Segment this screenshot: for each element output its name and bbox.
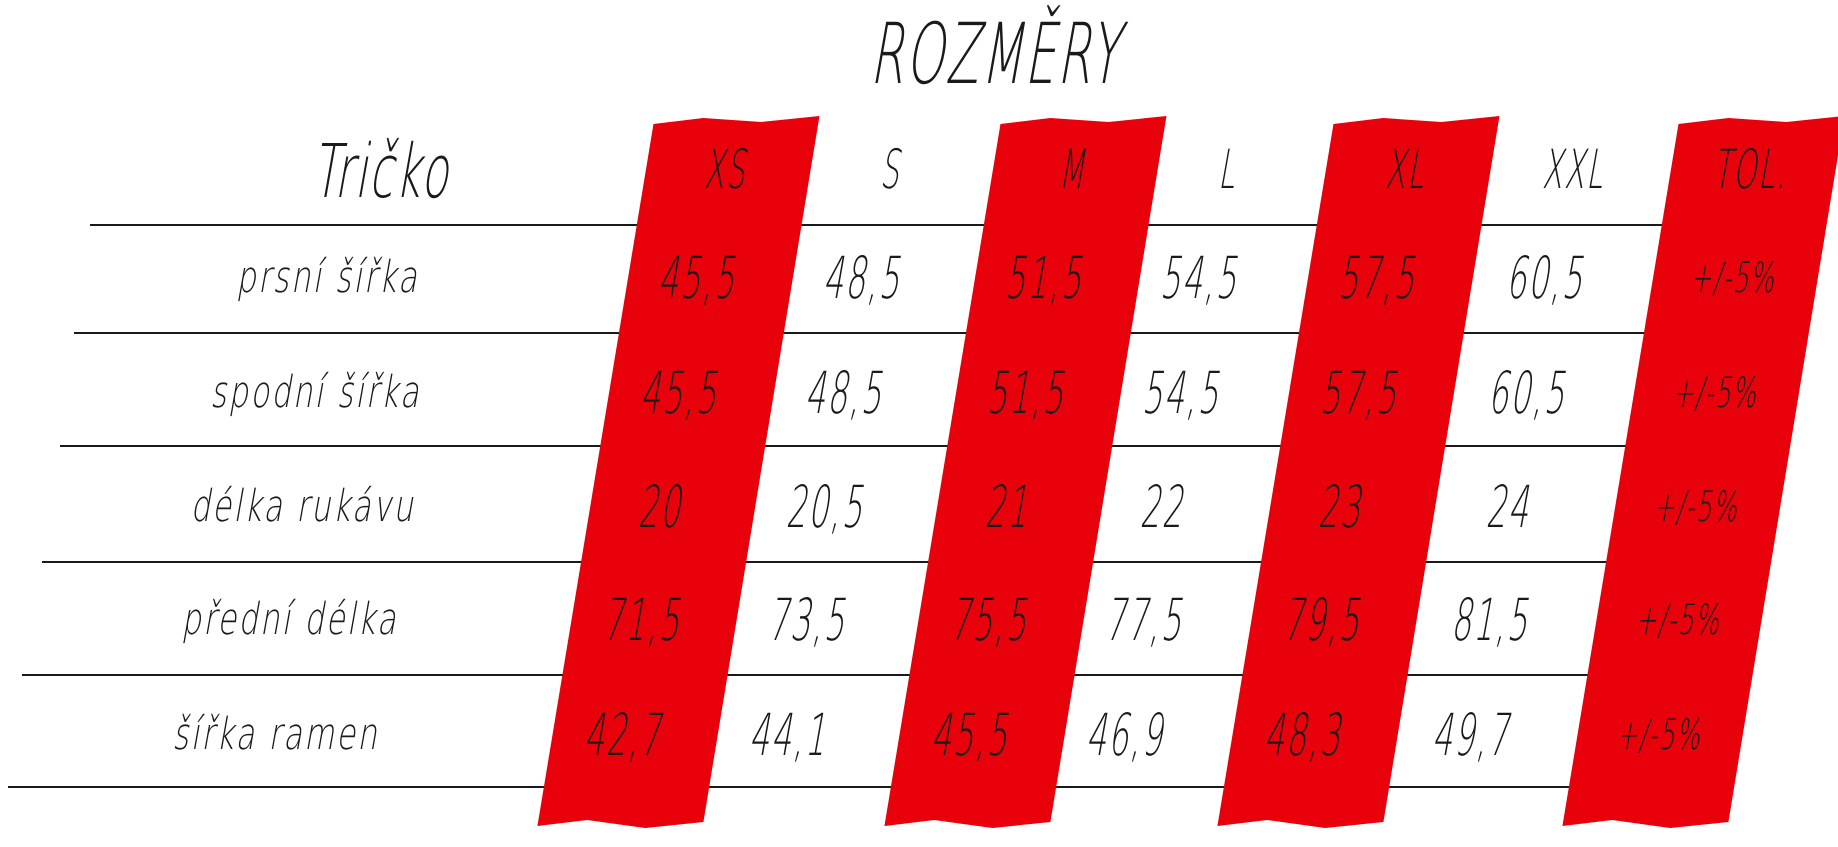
value-cell: 54,5 — [1157, 244, 1248, 312]
value-cell: 45,5 — [636, 359, 727, 427]
highlight-band — [1217, 116, 1500, 828]
value-cell: 54,5 — [1138, 359, 1229, 427]
value-cell: 48,5 — [801, 359, 892, 427]
value-cell: 73,5 — [764, 586, 855, 654]
value-cell: 51,5 — [983, 359, 1074, 427]
value-cell: 46,9 — [1083, 701, 1173, 769]
value-cell: 49,7 — [1429, 701, 1519, 769]
tolerance-cell: +/-5% — [1614, 710, 1708, 759]
value-cell: 20,5 — [783, 473, 873, 541]
value-cell: 42,7 — [581, 701, 671, 769]
tolerance-cell: +/-5% — [1688, 253, 1783, 302]
value-cell: 44,1 — [746, 701, 836, 769]
product-title: Tričko — [308, 129, 462, 215]
page-title: ROZMĚRY — [865, 5, 1135, 103]
row-label: délka rukávu — [188, 481, 422, 532]
value-cell: 60,5 — [1503, 244, 1594, 312]
highlight-band — [884, 116, 1167, 828]
value-cell: 79,5 — [1279, 586, 1370, 654]
tolerance-cell: +/-5% — [1651, 482, 1745, 531]
tolerance-cell: +/-5% — [1670, 368, 1764, 417]
value-cell: 45,5 — [928, 701, 1018, 769]
value-cell: 51,5 — [1002, 244, 1093, 312]
value-cell: 81,5 — [1447, 586, 1538, 654]
row-label: šířka ramen — [170, 709, 386, 760]
row-label: prsní šířka — [234, 252, 426, 303]
value-cell: 57,5 — [1335, 244, 1426, 312]
value-cell: 48,5 — [820, 244, 911, 312]
size-header: TOL. — [1710, 138, 1796, 201]
value-cell: 60,5 — [1484, 359, 1575, 427]
value-cell: 45,5 — [655, 244, 746, 312]
row-label: přední délka — [179, 594, 405, 645]
highlight-band — [1562, 116, 1838, 828]
value-cell: 48,3 — [1261, 701, 1351, 769]
tolerance-cell: +/-5% — [1633, 595, 1727, 644]
value-cell: 77,5 — [1101, 586, 1192, 654]
size-header: XXL — [1539, 138, 1613, 201]
value-cell: 57,5 — [1316, 359, 1407, 427]
row-label: spodní šířka — [208, 367, 428, 418]
value-cell: 75,5 — [946, 586, 1037, 654]
highlight-band — [537, 116, 820, 828]
value-cell: 71,5 — [599, 586, 690, 654]
